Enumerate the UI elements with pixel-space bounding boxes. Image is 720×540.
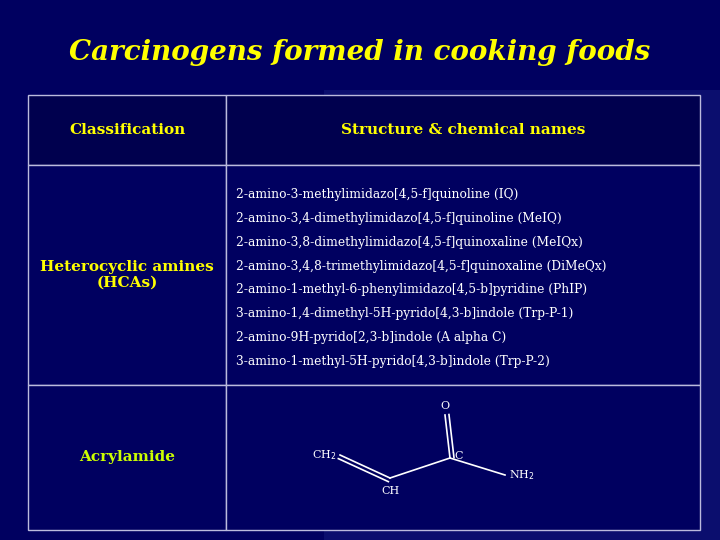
Text: 2-amino-9H-pyrido[2,3-b]indole (A alpha C): 2-amino-9H-pyrido[2,3-b]indole (A alpha … <box>236 331 506 344</box>
Text: Carcinogens formed in cooking foods: Carcinogens formed in cooking foods <box>69 38 651 65</box>
Text: Heterocyclic amines
(HCAs): Heterocyclic amines (HCAs) <box>40 260 214 290</box>
Text: 2-amino-3,4-dimethylimidazo[4,5-f]quinoline (MeIQ): 2-amino-3,4-dimethylimidazo[4,5-f]quinol… <box>236 212 562 225</box>
Bar <box>226 95 700 165</box>
Text: Acrylamide: Acrylamide <box>79 450 175 464</box>
Text: 3-amino-1,4-dimethyl-5H-pyrido[4,3-b]indole (Trp-P-1): 3-amino-1,4-dimethyl-5H-pyrido[4,3-b]ind… <box>236 307 574 320</box>
Bar <box>226 165 700 385</box>
Bar <box>28 95 226 165</box>
Text: NH$_2$: NH$_2$ <box>509 468 535 482</box>
Text: CH$_2$: CH$_2$ <box>312 448 336 462</box>
Text: 2-amino-3-methylimidazo[4,5-f]quinoline (IQ): 2-amino-3-methylimidazo[4,5-f]quinoline … <box>236 188 518 201</box>
Text: O: O <box>441 401 449 411</box>
Bar <box>324 90 720 540</box>
Bar <box>28 165 226 385</box>
Text: 2-amino-3,4,8-trimethylimidazo[4,5-f]quinoxaline (DiMeQx): 2-amino-3,4,8-trimethylimidazo[4,5-f]qui… <box>236 260 607 273</box>
Bar <box>28 385 226 530</box>
Bar <box>226 385 700 530</box>
Text: Classification: Classification <box>69 123 185 137</box>
Text: Structure & chemical names: Structure & chemical names <box>341 123 585 137</box>
Text: 2-amino-3,8-dimethylimidazo[4,5-f]quinoxaline (MeIQx): 2-amino-3,8-dimethylimidazo[4,5-f]quinox… <box>236 236 583 249</box>
Text: 2-amino-1-methyl-6-phenylimidazo[4,5-b]pyridine (PhIP): 2-amino-1-methyl-6-phenylimidazo[4,5-b]p… <box>236 284 588 296</box>
Text: C: C <box>454 451 462 461</box>
Text: 3-amino-1-methyl-5H-pyrido[4,3-b]indole (Trp-P-2): 3-amino-1-methyl-5H-pyrido[4,3-b]indole … <box>236 355 550 368</box>
Text: CH: CH <box>381 486 399 496</box>
